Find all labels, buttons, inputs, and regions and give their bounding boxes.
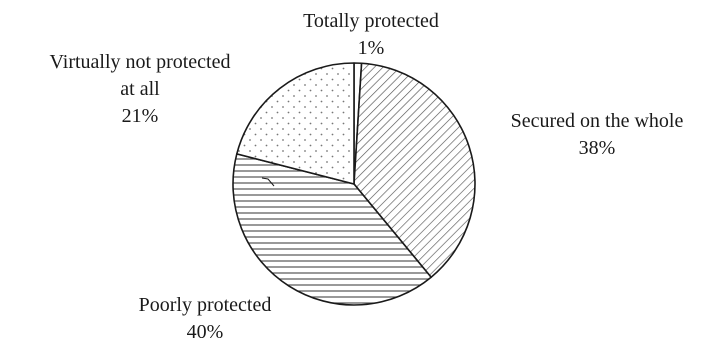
slice-category-label: Poorly protected	[139, 294, 272, 316]
pie-slice-secured-on-the-whole	[353, 62, 476, 279]
leader-line	[261, 177, 275, 187]
pie-slice-poorly-protected	[232, 153, 432, 306]
slice-category-label: Virtually not protected	[50, 51, 231, 73]
slice-category-label: Secured on the whole	[511, 110, 684, 132]
slice-value-label: 40%	[187, 321, 224, 343]
slice-value-label: 21%	[122, 105, 159, 127]
slice-value-label: 38%	[579, 137, 616, 159]
pie-slice-virtually-not-protected-at-all	[236, 62, 355, 185]
slice-value-label: 1%	[358, 37, 385, 59]
slice-category-label: at all	[120, 78, 160, 100]
slice-category-label: Totally protected	[303, 10, 439, 32]
